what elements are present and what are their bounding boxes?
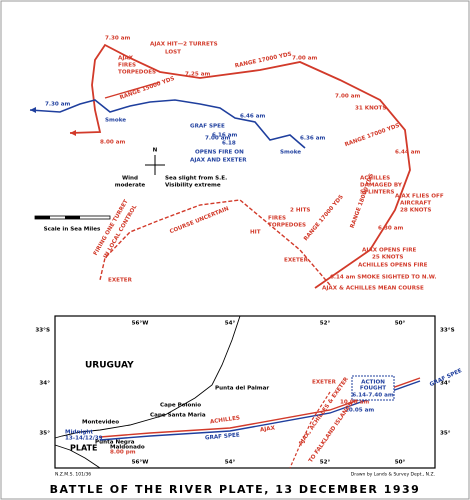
annotation: 6.44 am — [395, 150, 421, 156]
longitude-label: 50° — [395, 321, 406, 327]
annotation: LOST — [165, 50, 181, 56]
longitude-label: 54° — [225, 460, 236, 466]
map-label: ACTION — [361, 380, 385, 386]
annotation: FIRES — [268, 216, 286, 222]
map-label: FOUGHT — [360, 386, 386, 392]
map-label: Midnight — [65, 430, 93, 436]
map-label: Punta del Palmar — [215, 386, 269, 392]
annotation: 6.14 am SMOKE SIGHTED TO N.W. — [330, 275, 437, 281]
longitude-label: 54° — [225, 321, 236, 327]
map-label: Maldonado — [110, 445, 145, 451]
footer-right: Drawn by Lands & Survey Dept., N.Z. — [351, 472, 435, 478]
annotation: DAMAGED BY — [360, 183, 403, 189]
annotation: 6.18 — [222, 141, 236, 147]
map-label: GRAF SPEE — [205, 432, 240, 441]
map-label: Cape Polonio — [160, 403, 201, 409]
sea: Sea slight from S.E. — [165, 176, 227, 182]
annotation: 6.30 am — [378, 226, 404, 232]
scale-bar-segment — [35, 216, 50, 219]
wind: Wind — [122, 176, 138, 182]
map-label: Cape Santa Maria — [150, 413, 206, 419]
longitude-label: 50° — [395, 460, 406, 466]
annotation: AJAX & ACHILLES MEAN COURSE — [322, 286, 424, 292]
annotation: 2 HITS — [290, 208, 310, 214]
annotation: Smoke — [280, 150, 301, 156]
annotation: Smoke — [105, 118, 126, 124]
arrow — [30, 107, 36, 113]
map-label: 8.00 pm — [110, 450, 136, 456]
uruguay-coast — [54, 315, 241, 439]
latitude-label: 33°S — [440, 328, 455, 334]
annotation: EXETER — [108, 278, 133, 284]
annotation: 31 KNOTS — [355, 106, 386, 112]
wind: moderate — [115, 183, 146, 189]
longitude-label: 52° — [320, 460, 331, 466]
annotation: AJAX AND EXETER — [190, 158, 247, 164]
annotation: 8.00 am — [100, 140, 126, 146]
compass-n: N — [153, 148, 158, 154]
graf-spee-route — [99, 380, 421, 441]
graf-spee-track — [29, 99, 306, 149]
map-label: Montevideo — [82, 420, 119, 426]
latitude-label: 34° — [39, 381, 50, 387]
latitude-label: 34° — [440, 381, 451, 387]
annotation: EXETER — [284, 258, 309, 264]
annotation: 7.00 am — [335, 94, 361, 100]
annotation: 6.36 am — [300, 136, 326, 142]
annotation: 6.16 am — [212, 133, 238, 139]
action-box — [351, 375, 395, 401]
map-label: 6.14-7.40 am — [352, 393, 394, 399]
map-label: 13-14/12/39 — [65, 436, 103, 442]
annotation: AJAX — [118, 56, 134, 62]
annotation: GRAF SPEE — [190, 124, 225, 130]
map-label: 10.05 am — [345, 408, 374, 414]
latitude-label: 35° — [440, 431, 451, 437]
map-label: 10.00 am — [340, 400, 369, 406]
annotation: 25 KNOTS — [372, 255, 403, 261]
exeter-route — [289, 391, 331, 469]
title: BATTLE OF THE RIVER PLATE, 13 DECEMBER 1… — [50, 483, 421, 496]
annotation: 7.30 am — [45, 102, 71, 108]
annotation: FIRES — [118, 63, 136, 69]
map-label: AJAX — [260, 425, 276, 433]
map-label: URUGUAY — [85, 361, 134, 371]
annotation: 7.25 am — [185, 72, 211, 78]
scale-caption: Scale in Sea Miles — [44, 227, 101, 233]
annotation: AJAX HIT—2 TURRETS — [150, 42, 218, 48]
argentina-coast — [54, 444, 101, 469]
map-label: PLATE — [70, 444, 97, 453]
annotation: 7.00 am — [205, 136, 231, 142]
latitude-label: 35° — [39, 431, 50, 437]
footer-left: N.Z.M.S. 101/36 — [55, 472, 91, 478]
exeter-track — [99, 199, 331, 286]
map-label: Punta Negra — [95, 440, 135, 446]
annotation: 7.00 am — [292, 56, 318, 62]
annotation: AJAX FLIES OFF — [395, 194, 444, 200]
annotation: SPLINTERS — [360, 190, 394, 196]
annotation: ACHILLES — [360, 176, 390, 182]
scale-bar-segment — [65, 216, 80, 219]
annotation: 6.46 am — [240, 114, 266, 120]
secondary-track — [104, 81, 161, 99]
latitude-label: 33°S — [35, 328, 50, 334]
sea: Visibility extreme — [165, 183, 221, 189]
longitude-label: 52° — [320, 321, 331, 327]
annotation: 28 KNOTS — [400, 208, 431, 214]
annotation: TORPEDOES — [268, 223, 306, 229]
map-label: EXETER — [312, 380, 337, 386]
annotation: 7.30 am — [105, 36, 131, 42]
annotation: AJAX OPENS FIRE — [362, 248, 417, 254]
longitude-label: 56°W — [132, 460, 149, 466]
annotation: OPENS FIRE ON — [195, 150, 244, 156]
annotation: ACHILLES OPENS FIRE — [358, 263, 428, 269]
map-label: ACHILLES — [210, 415, 241, 425]
ajax-achilles-track — [69, 43, 411, 289]
annotation: TORPEDOES — [118, 70, 156, 76]
annotation: HIT — [250, 230, 261, 236]
longitude-label: 56°W — [132, 321, 149, 327]
annotation: AIRCRAFT — [400, 201, 431, 207]
arrow — [70, 130, 76, 136]
